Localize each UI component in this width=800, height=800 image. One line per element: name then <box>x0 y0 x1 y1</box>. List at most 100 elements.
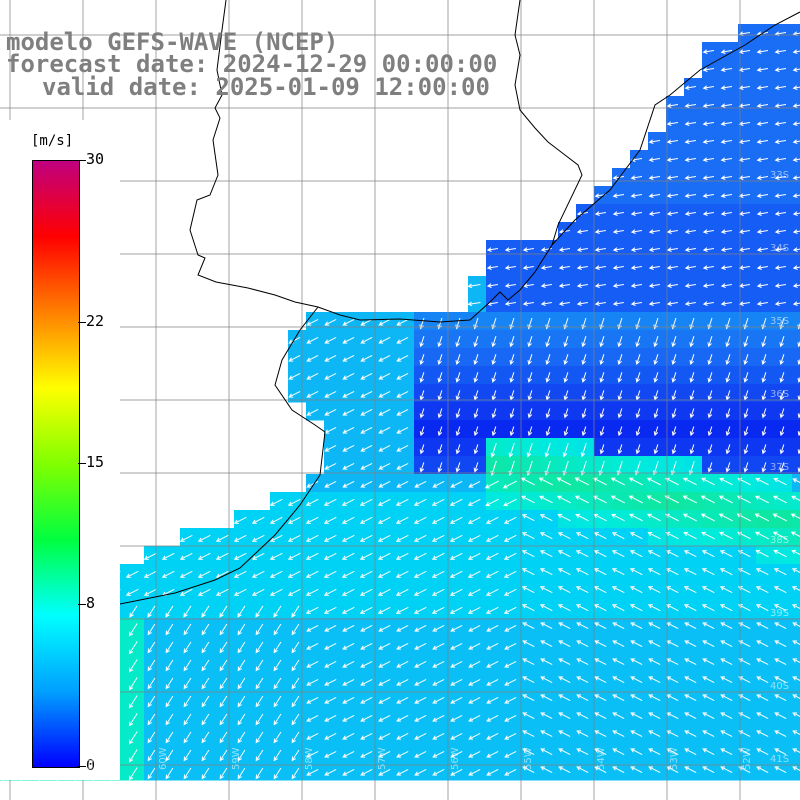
wind-cell <box>792 312 800 331</box>
coastline-atlantic <box>551 11 800 246</box>
wind-arrow <box>701 550 715 558</box>
wind-arrow <box>291 623 300 636</box>
wind-arrow <box>419 426 425 437</box>
wind-arrow <box>468 678 481 686</box>
wind-arrow <box>413 552 427 560</box>
wind-arrow <box>611 586 625 594</box>
wind-arrow <box>378 750 391 758</box>
wind-arrow <box>594 265 606 270</box>
wind-arrow <box>419 462 425 473</box>
wind-arrow <box>197 552 211 560</box>
wind-arrow <box>774 712 787 720</box>
wind-arrow <box>306 336 319 344</box>
wind-cell <box>792 402 800 421</box>
wind-cell <box>792 384 800 403</box>
wind-arrow <box>701 531 715 540</box>
wind-arrow <box>772 513 788 522</box>
wind-arrow <box>378 462 391 470</box>
wind-cell <box>792 150 800 169</box>
wind-arrow <box>288 354 301 362</box>
wind-arrow <box>540 301 552 306</box>
wind-arrow <box>683 531 697 540</box>
wind-arrow <box>684 730 697 738</box>
longitude-label: 54W <box>596 747 607 770</box>
wind-arrow <box>378 624 391 632</box>
wind-arrow <box>273 695 282 708</box>
wind-arrow <box>125 588 139 596</box>
longitude-label: 58W <box>304 747 315 770</box>
wind-arrow <box>797 466 800 473</box>
wind-arrow <box>486 265 498 270</box>
wind-arrow <box>791 568 800 574</box>
wind-arrow <box>725 354 731 366</box>
wind-arrow <box>617 408 623 419</box>
wind-arrow <box>201 659 210 672</box>
wind-arrow <box>558 676 571 684</box>
wind-arrow <box>183 695 192 708</box>
wind-arrow <box>342 768 355 776</box>
wind-arrow <box>612 622 625 630</box>
wind-arrow <box>593 550 607 558</box>
wind-arrow <box>233 570 247 578</box>
wind-arrow <box>738 730 751 738</box>
wind-arrow <box>396 444 409 452</box>
wind-arrow <box>791 604 800 610</box>
wind-arrow <box>576 748 589 756</box>
wind-arrow <box>707 408 713 419</box>
wind-arrow <box>468 732 481 740</box>
wind-arrow <box>503 516 517 524</box>
wind-arrow <box>378 354 391 362</box>
wind-arrow <box>485 552 499 560</box>
wind-arrow <box>473 426 479 437</box>
wind-arrow <box>183 659 192 672</box>
wind-arrow <box>486 283 498 288</box>
wind-arrow <box>563 372 569 383</box>
wind-arrow <box>648 694 661 702</box>
wind-cell <box>792 492 800 511</box>
wind-arrow <box>576 301 588 306</box>
wind-arrow <box>342 696 355 704</box>
wind-arrow <box>545 390 551 401</box>
wind-arrow <box>594 748 607 756</box>
wind-arrow <box>773 549 787 558</box>
wind-arrow <box>576 265 588 270</box>
wind-cell <box>792 294 800 313</box>
wind-arrow <box>491 390 497 401</box>
wind-arrow <box>792 67 800 72</box>
wind-arrow <box>255 713 264 726</box>
wind-arrow <box>599 408 605 419</box>
wind-arrow <box>128 641 138 655</box>
wind-arrow <box>594 676 607 684</box>
colorbar-tick-mark <box>78 160 86 161</box>
wind-arrow <box>201 749 210 762</box>
wind-arrow <box>539 568 553 576</box>
wind-arrow <box>360 768 373 776</box>
wind-arrow <box>288 372 301 380</box>
wind-arrow <box>611 568 625 576</box>
wind-arrow <box>306 660 319 668</box>
wind-arrow <box>527 408 533 419</box>
wind-arrow <box>201 695 210 708</box>
wind-arrow <box>738 193 751 198</box>
wind-arrow <box>128 749 138 763</box>
wind-arrow <box>255 659 264 672</box>
wind-arrow <box>684 139 697 144</box>
wind-arrow <box>237 695 246 708</box>
wind-arrow <box>342 642 355 650</box>
wind-arrow <box>702 211 714 216</box>
wind-arrow <box>165 749 174 762</box>
wind-arrow <box>792 175 800 180</box>
wind-arrow <box>720 139 733 144</box>
wind-arrow <box>449 498 463 506</box>
wind-arrow <box>774 694 787 702</box>
wind-arrow <box>617 426 623 437</box>
wind-arrow <box>237 749 246 762</box>
wind-cell <box>792 24 800 43</box>
wind-arrow <box>612 712 625 720</box>
wind-arrow <box>540 283 552 288</box>
wind-arrow <box>395 606 409 614</box>
wind-arrow <box>378 390 391 398</box>
wind-arrow <box>396 696 409 704</box>
wind-arrow <box>147 659 156 672</box>
wind-arrow <box>377 516 391 524</box>
